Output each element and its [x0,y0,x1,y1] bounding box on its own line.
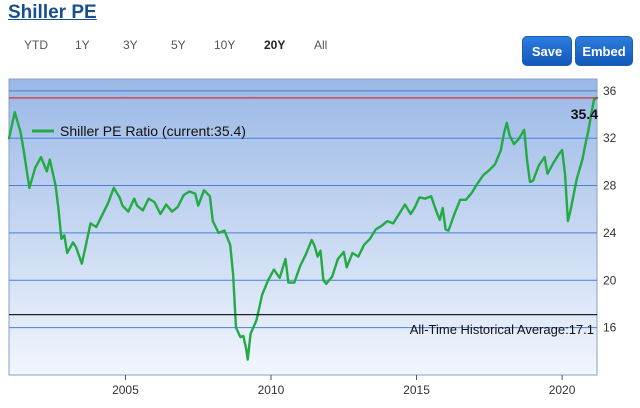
legend-label: Shiller PE Ratio (current:35.4) [60,123,246,139]
y-tick-label: 24 [603,226,617,240]
current-value-label: 35.4 [571,106,598,122]
average-label: All-Time Historical Average:17.1 [410,322,594,337]
y-tick-label: 28 [603,179,617,193]
range-1y[interactable]: 1Y [75,38,90,52]
range-3y[interactable]: 3Y [123,38,138,52]
x-tick-label: 2010 [258,383,285,397]
page-title[interactable]: Shiller PE [8,2,97,23]
grid [9,90,597,329]
embed-button[interactable]: Embed [575,36,633,66]
range-10y[interactable]: 10Y [214,38,236,52]
range-all[interactable]: All [314,38,328,52]
x-tick-label: 2005 [112,383,139,397]
plot-area [8,78,598,376]
x-tick-label: 2015 [403,383,430,397]
axes: 16 20 24 28 32 36 2005 2010 2015 2020 [112,84,617,397]
reference-lines [9,97,597,316]
x-tick-label: 2020 [549,383,576,397]
range-ytd[interactable]: YTD [24,38,48,52]
y-tick-label: 36 [603,84,617,98]
y-tick-label: 20 [603,273,617,287]
labels: Shiller PE Ratio (current:35.4) 35.4 All… [32,106,598,337]
y-tick-label: 32 [603,131,617,145]
series-line-0 [7,96,599,361]
range-20y[interactable]: 20Y [264,38,286,52]
save-button[interactable]: Save [522,36,572,66]
range-5y[interactable]: 5Y [171,38,186,52]
y-tick-label: 16 [603,321,617,335]
series-layer [7,96,599,361]
